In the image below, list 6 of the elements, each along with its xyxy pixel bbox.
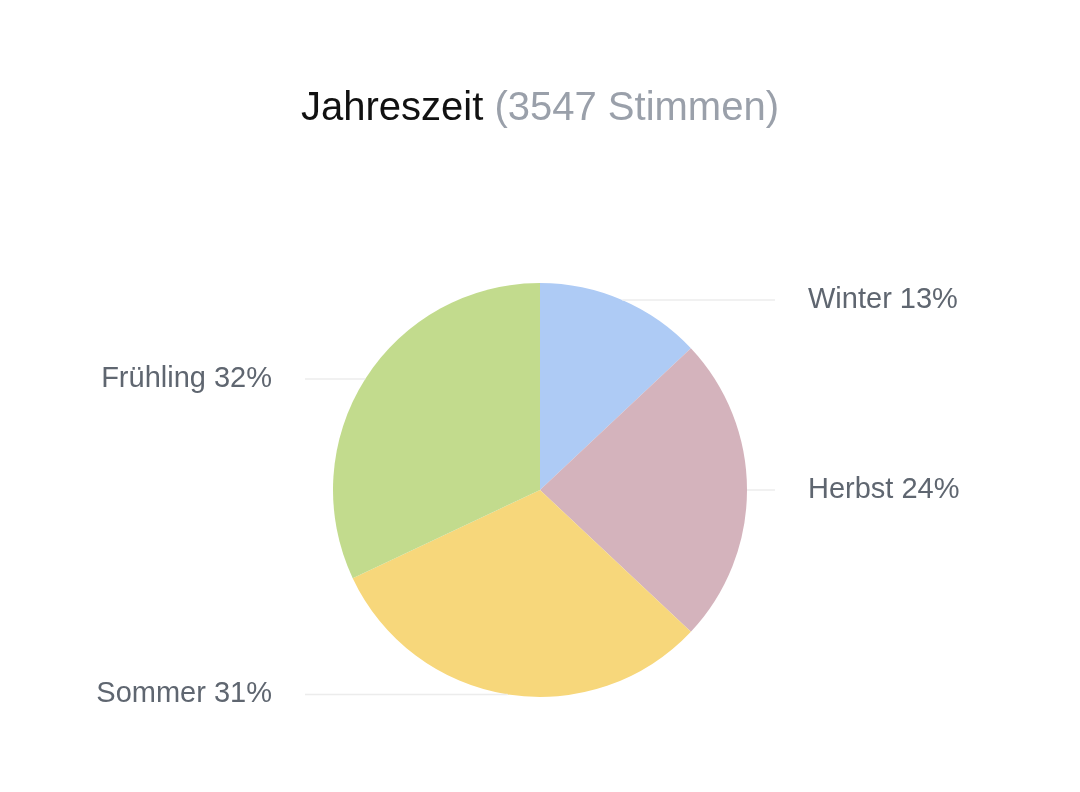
slice-label: Sommer 31% — [96, 676, 272, 709]
slice-label: Herbst 24% — [808, 472, 960, 504]
slice-label: Winter 13% — [808, 282, 958, 315]
slice-label: Frühling 32% — [101, 361, 272, 394]
chart-title: Jahreszeit — [301, 84, 484, 128]
chart-subtitle: (3547 Stimmen) — [494, 84, 779, 128]
